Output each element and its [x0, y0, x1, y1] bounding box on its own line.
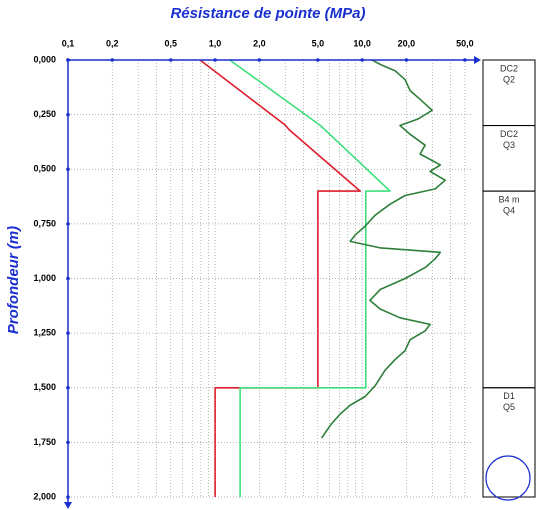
y-tick-label: 2,000 [33, 491, 56, 501]
y-tick-label: 1,500 [33, 382, 56, 392]
layer-class: Q2 [503, 74, 515, 84]
x-tick-label: 20,0 [398, 38, 416, 48]
y-tick-mark [66, 385, 70, 390]
x-tick-mark [316, 58, 320, 62]
layer-class: Q4 [503, 205, 515, 215]
y-tick-mark [66, 222, 70, 226]
y-tick-mark [66, 167, 70, 172]
x-tick-mark [213, 58, 217, 62]
grid [67, 59, 471, 498]
x-tick-label: 0,2 [106, 38, 119, 48]
x-tick-mark [110, 58, 115, 62]
y-tick-label: 0,250 [33, 109, 56, 119]
layer-code: D1 [503, 391, 515, 401]
x-tick-mark [257, 58, 262, 62]
x-tick-label: 10,0 [353, 38, 371, 48]
axes: 0,1 0,2 0,5 1,0 2,0 5,0 10,0 20,0 50,0 0,000 0,250… [33, 38, 481, 509]
y-tick-label: 1,750 [33, 437, 56, 447]
y-tick-mark [66, 112, 70, 117]
x-tick-label: 0,5 [165, 38, 178, 48]
layer-code: B4 m [498, 194, 519, 204]
x-tick-mark [463, 58, 467, 62]
y-tick-label: 1,250 [33, 328, 56, 338]
x-axis-arrow [474, 56, 481, 64]
y-tick-mark [66, 495, 70, 499]
layer-class: Q3 [503, 140, 515, 150]
series-line [229, 59, 391, 497]
y-tick-mark [66, 58, 70, 62]
x-tick-label: 2,0 [253, 38, 266, 48]
y-tick-mark [66, 276, 70, 281]
x-tick-label: 50,0 [456, 38, 474, 48]
lines [199, 59, 446, 497]
y-axis-label: Profondeur (m) [5, 226, 22, 334]
layer-symbol [485, 455, 531, 501]
x-tick-label: 5,0 [312, 38, 325, 48]
y-tick-mark [66, 440, 70, 445]
x-tick-mark [168, 58, 173, 62]
layer-code: DC2 [500, 129, 518, 139]
series-line [199, 59, 361, 497]
y-tick-label: 0,500 [33, 164, 56, 174]
y-tick-label: 0,000 [33, 54, 56, 64]
x-tick-mark [404, 58, 409, 62]
y-tick-mark [66, 331, 70, 335]
layer-box [482, 190, 536, 389]
x-tick-label: 1,0 [209, 38, 222, 48]
y-tick-label: 1,000 [33, 273, 56, 283]
y-tick-label: 0,750 [33, 218, 56, 228]
y-axis-arrow [64, 502, 72, 509]
x-tick-mark [360, 58, 364, 62]
series-line [320, 59, 446, 439]
x-tick-label: 0,1 [62, 38, 75, 48]
layer-code: DC2 [500, 63, 518, 73]
layer-box [482, 387, 536, 498]
chart-title: Résistance de pointe (MPa) [170, 5, 365, 22]
layer-class: Q5 [503, 402, 515, 412]
